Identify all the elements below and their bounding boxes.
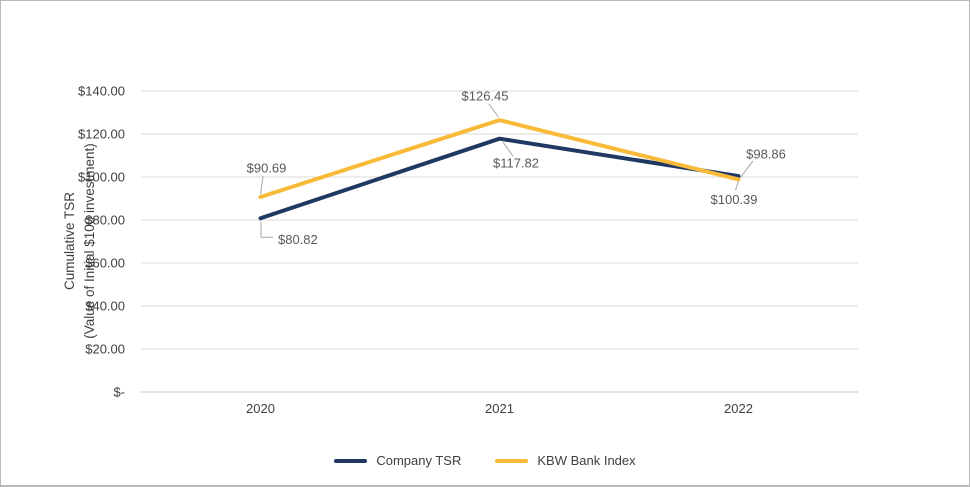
y-axis-title-line1: Cumulative TSR	[61, 191, 77, 291]
series-line-kbw-bank-index	[258, 118, 741, 200]
legend-label-kbw-bank-index: KBW Bank Index	[537, 453, 636, 468]
data-label-company-tsr: $117.82	[493, 156, 539, 171]
data-label-leader-line	[502, 141, 514, 157]
y-tick-label: $100.00	[78, 170, 125, 185]
y-tick-label: $140.00	[78, 84, 125, 99]
y-axis-title-line2: (Value of Initial $100 investment)	[82, 143, 97, 339]
data-label-kbw-bank-index: $126.45	[462, 89, 509, 104]
data-label-company-tsr: $80.82	[278, 232, 318, 247]
y-tick-label: $-	[113, 385, 125, 400]
chart-legend: Company TSR KBW Bank Index	[1, 453, 969, 468]
data-label-leader-line	[488, 103, 499, 118]
data-label-leader-line	[260, 175, 264, 195]
data-label-leader-line	[260, 221, 273, 238]
y-tick-label: $60.00	[85, 256, 125, 271]
data-label-company-tsr: $100.39	[711, 192, 758, 207]
y-axis-title: Cumulative TSR (Value of Initial $100 in…	[60, 143, 101, 339]
y-tick-label: $120.00	[78, 127, 125, 142]
y-tick-label: $80.00	[85, 213, 125, 228]
legend-item-kbw-bank-index: KBW Bank Index	[495, 453, 636, 468]
x-tick-label: 2021	[485, 401, 514, 416]
y-tick-label: $20.00	[85, 342, 125, 357]
series-line-company-tsr	[258, 136, 741, 221]
legend-swatch-kbw-bank-index-line	[495, 458, 529, 463]
data-label-leader-line	[735, 181, 739, 191]
legend-item-company-tsr: Company TSR	[334, 453, 461, 468]
data-label-leader-line	[740, 160, 754, 178]
legend-swatch-company-tsr-line	[334, 458, 368, 463]
y-tick-label: $40.00	[85, 299, 125, 314]
x-tick-label: 2022	[724, 401, 753, 416]
x-tick-label: 2020	[246, 401, 275, 416]
data-label-kbw-bank-index: $98.86	[746, 146, 786, 161]
legend-label-company-tsr: Company TSR	[376, 453, 462, 468]
data-label-kbw-bank-index: $90.69	[247, 161, 287, 176]
